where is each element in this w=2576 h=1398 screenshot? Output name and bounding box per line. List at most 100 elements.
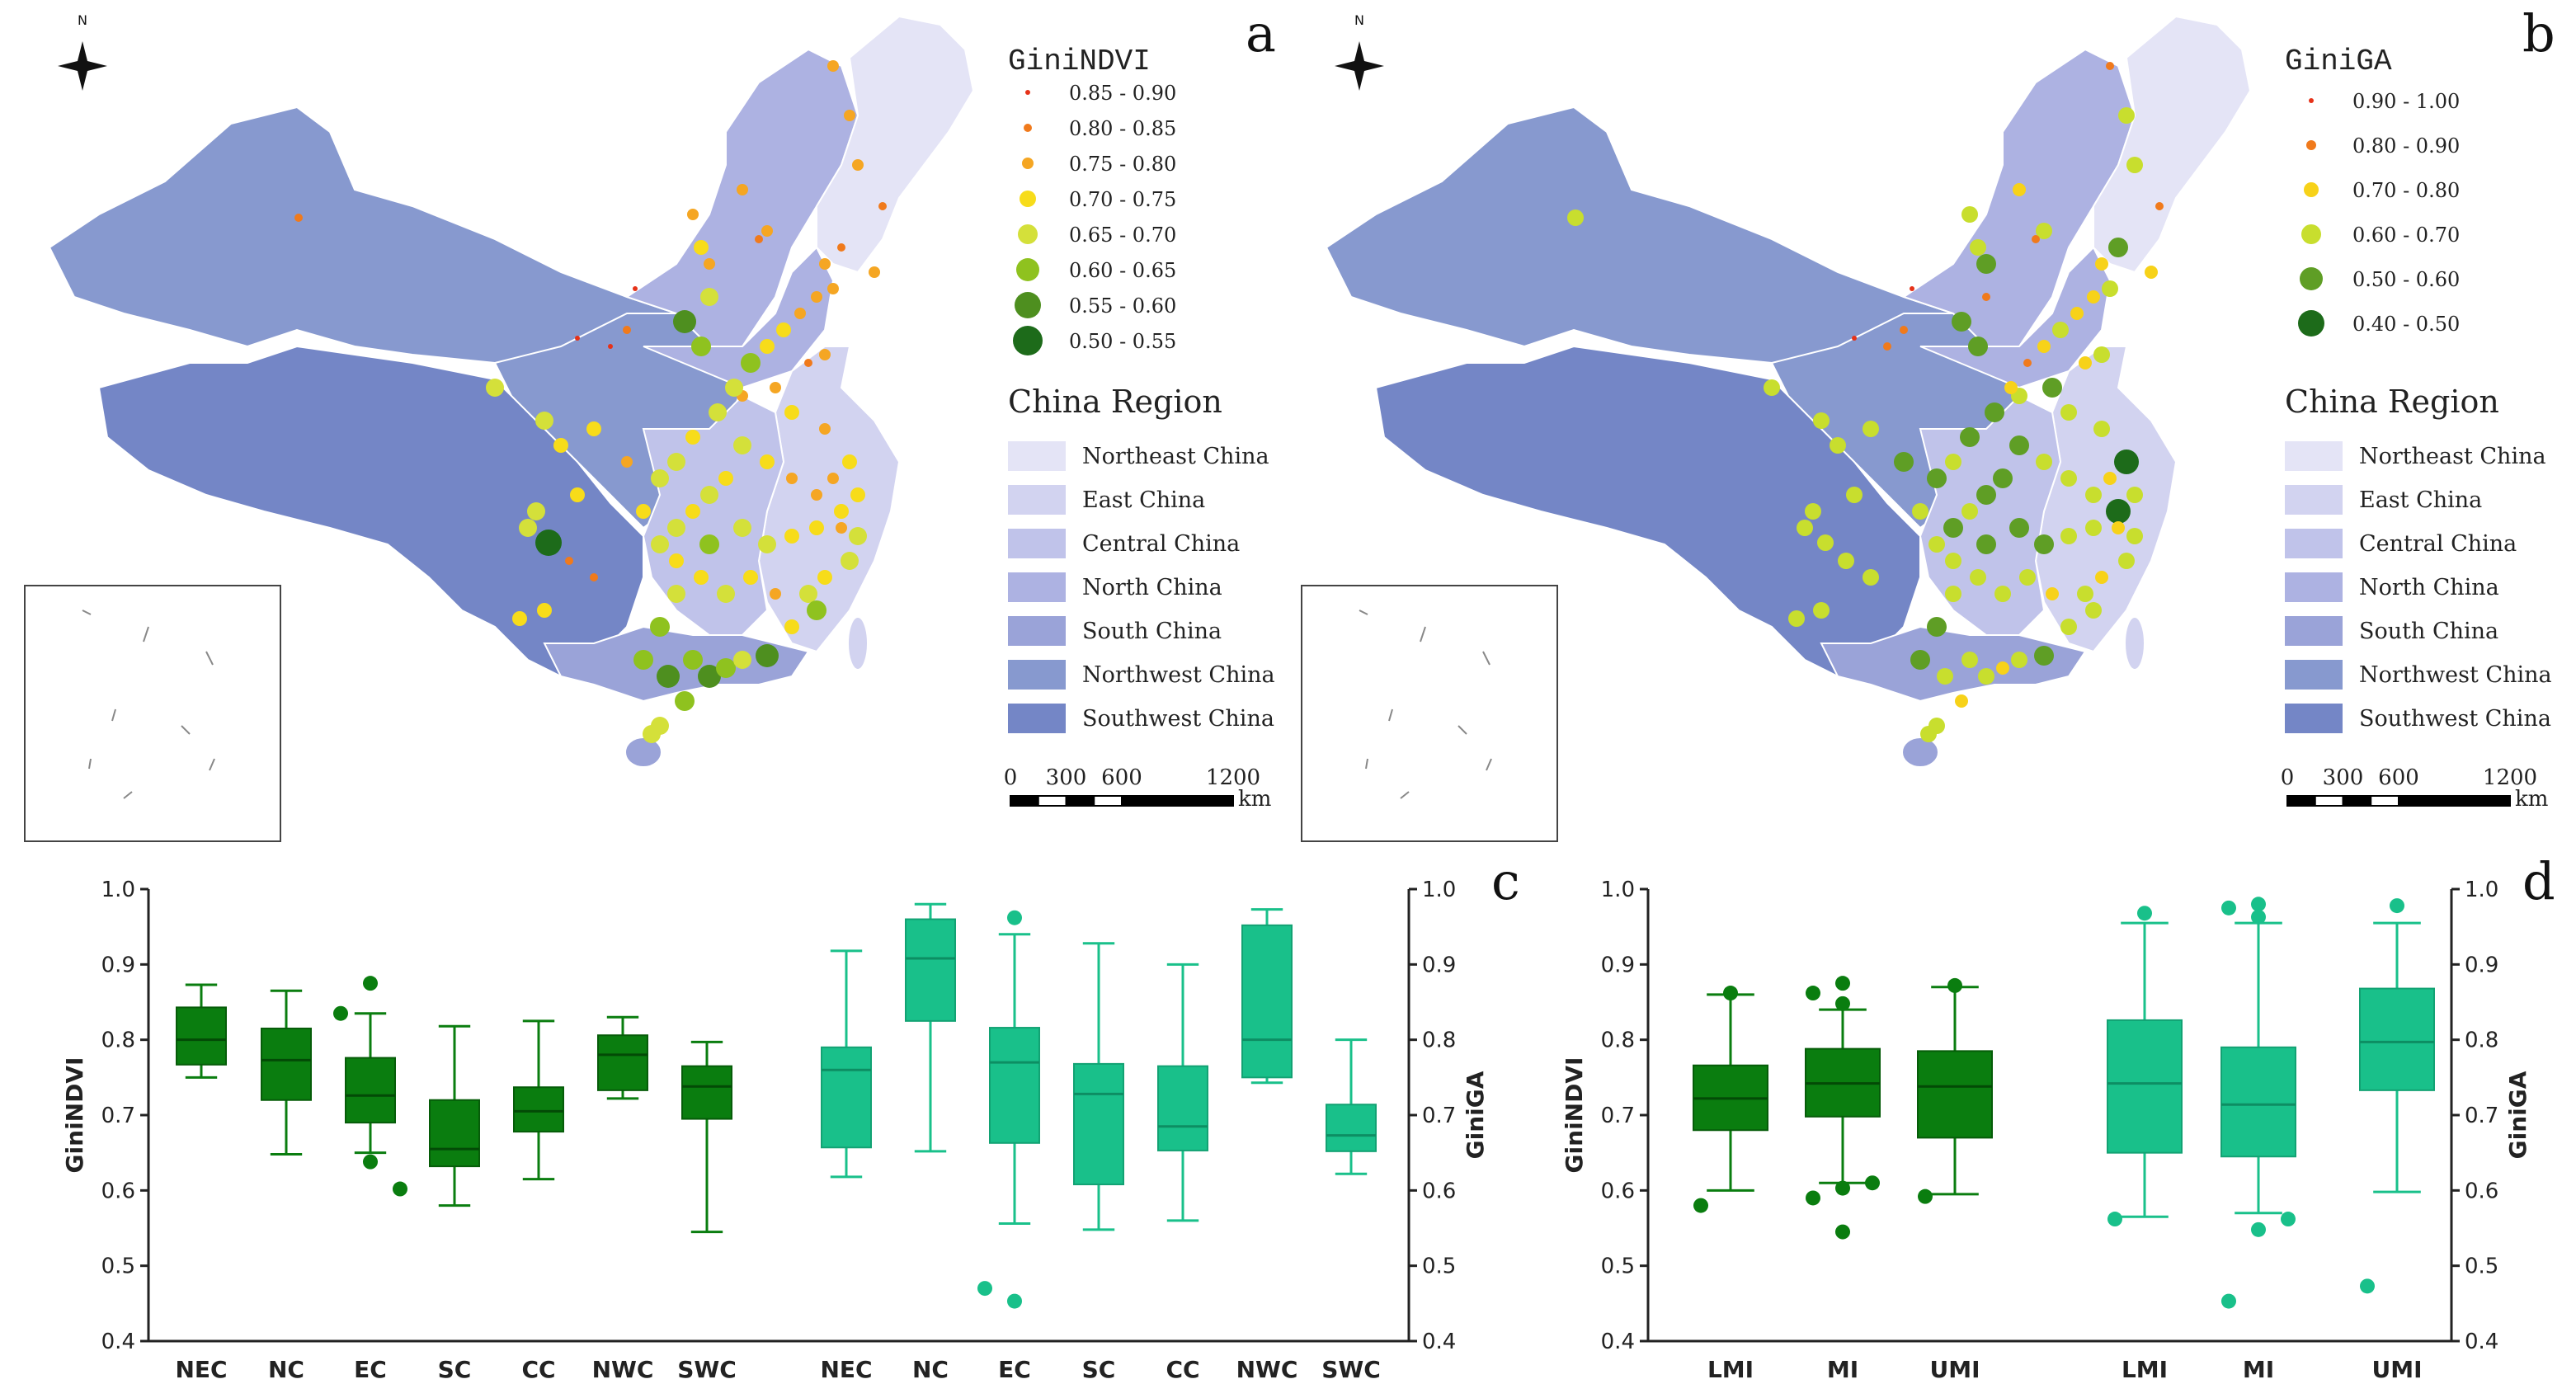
legend-symbol	[2306, 140, 2316, 150]
station-point	[1910, 650, 1930, 670]
legend-label: 0.60 - 0.70	[2352, 224, 2460, 247]
region-legend-title: China Region	[2285, 384, 2499, 420]
station-point	[633, 286, 638, 291]
station-point	[2093, 346, 2110, 363]
y-tick-label: 0.8	[1422, 1028, 1456, 1053]
region-legend-a: China Region Northeast China East China Ce…	[1008, 384, 1275, 733]
legend-label: 0.50 - 0.55	[1069, 330, 1176, 353]
station-point	[2079, 356, 2092, 370]
north-label: N	[1354, 12, 1364, 28]
station-point	[819, 258, 831, 270]
station-point	[1976, 485, 1996, 505]
box	[345, 1057, 396, 1124]
region-hainan	[1901, 737, 1939, 768]
station-point	[836, 522, 847, 534]
station-point	[519, 519, 537, 537]
legend-symbol	[2309, 98, 2314, 103]
region-swatch	[2285, 616, 2343, 646]
inset-islands	[82, 610, 215, 799]
inset-islands	[1359, 610, 1492, 799]
legend-symbol	[2298, 310, 2324, 337]
outlier-point	[2281, 1212, 2296, 1227]
station-point	[819, 349, 831, 360]
station-point	[565, 557, 573, 565]
box	[429, 1099, 480, 1168]
station-point	[852, 159, 864, 171]
station-point	[699, 534, 719, 554]
station-point	[1996, 661, 2009, 675]
station-point	[804, 359, 812, 367]
station-point	[2034, 534, 2054, 554]
north-label: N	[78, 12, 87, 28]
scalebar-tick: 1200	[2483, 765, 2537, 790]
station-point	[827, 283, 839, 294]
legend-label: 0.50 - 0.60	[2352, 268, 2460, 291]
station-point	[761, 225, 773, 237]
legend-symbol	[1013, 326, 1043, 355]
legend-title: GiniGA	[2285, 45, 2392, 78]
station-point	[1910, 286, 1914, 291]
outlier-point	[1007, 910, 1022, 925]
south-china-sea-inset	[1301, 585, 1558, 842]
y-tick-label: 0.5	[1422, 1254, 1456, 1279]
station-point	[1817, 534, 1834, 551]
station-point	[512, 611, 527, 626]
box	[2359, 987, 2435, 1091]
station-point	[869, 266, 880, 278]
legend-b: GiniGA 0.90 - 1.00 0.80 - 0.90 0.70 - 0.80…	[2285, 45, 2460, 337]
station-point	[2009, 435, 2029, 455]
station-point	[643, 725, 661, 743]
scalebar-tick: 1200	[1206, 765, 1260, 790]
x-tick-label: CC	[521, 1356, 555, 1383]
station-point	[694, 240, 709, 255]
station-point	[1968, 337, 1988, 356]
station-point	[1927, 468, 1947, 488]
box	[597, 1034, 648, 1091]
station-point	[844, 110, 855, 121]
y-tick-label: 0.7	[2465, 1104, 2498, 1128]
legend-label: 0.55 - 0.60	[1069, 294, 1176, 318]
station-point	[2037, 340, 2051, 353]
outlier-point	[1806, 1190, 1820, 1206]
scalebar-segment	[1093, 795, 1123, 807]
station-point	[2106, 499, 2131, 524]
station-point	[553, 438, 568, 453]
station-point	[669, 553, 684, 568]
boxplot-panel-d: 0.4 0.4 0.5 0.5 0.6 0.6 0.7 0.7 0.8 0.8 0.9 0.9 1.0 1…	[1561, 878, 2531, 1383]
station-point	[586, 421, 601, 436]
box	[2220, 1046, 2296, 1158]
station-point	[2023, 359, 2032, 367]
panel-letter: d	[2522, 851, 2555, 911]
station-point	[1805, 503, 1821, 520]
station-point	[527, 502, 545, 520]
x-tick-label: SC	[438, 1356, 472, 1383]
station-point	[691, 337, 711, 356]
region-label: South China	[2359, 619, 2498, 644]
y-tick-label: 0.6	[1601, 1179, 1635, 1203]
station-point	[535, 412, 553, 430]
scalebar-segment	[2370, 795, 2399, 807]
y-tick-label: 0.7	[101, 1104, 135, 1128]
station-point	[2085, 487, 2102, 503]
station-point	[2013, 183, 2026, 196]
box	[1241, 924, 1293, 1079]
station-point	[650, 617, 670, 637]
region-legend-b: China Region Northeast China East China Ce…	[2285, 384, 2552, 733]
station-point	[1970, 569, 1986, 586]
box	[821, 1046, 872, 1149]
box	[1326, 1104, 1377, 1152]
station-point	[590, 573, 598, 581]
station-point	[1863, 569, 1879, 586]
x-tick-label: SC	[1082, 1356, 1116, 1383]
legend-symbol	[2304, 182, 2319, 197]
scalebar-segment	[1121, 795, 1234, 807]
station-point	[834, 504, 849, 519]
station-point	[1961, 652, 1978, 668]
station-point	[537, 603, 552, 618]
outlier-point	[2360, 1278, 2375, 1294]
legend-label: 0.85 - 0.90	[1069, 82, 1176, 105]
y-tick-label: 0.9	[2465, 953, 2498, 977]
station-point	[2118, 107, 2135, 124]
station-point	[1567, 209, 1584, 226]
scalebar-segment	[1037, 795, 1067, 807]
